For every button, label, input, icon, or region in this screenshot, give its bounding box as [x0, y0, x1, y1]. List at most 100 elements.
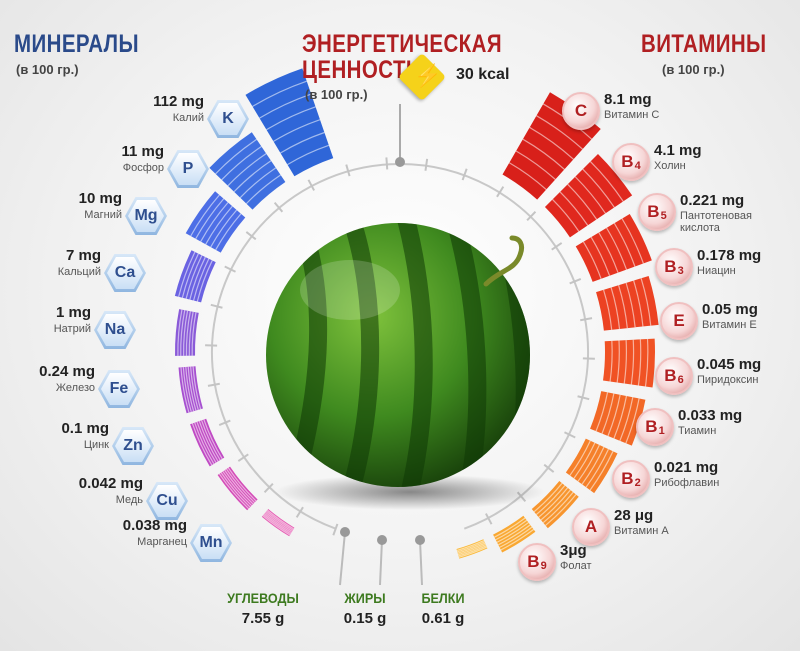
mineral-name: Железо [55, 382, 95, 394]
tick-mark [224, 265, 236, 273]
mineral-bar-segment [190, 418, 225, 467]
vitamin-name: Тиамин [678, 425, 717, 437]
vitamin-letter: B [647, 202, 660, 221]
vitamin-badge: E [660, 302, 698, 340]
vitamin-letter: B [664, 257, 677, 276]
vitamin-amount: 28 μg [614, 507, 654, 524]
energy-value: 30 kcal [456, 66, 510, 83]
vitamin-amount: 3μg [560, 542, 587, 559]
vitamin-letter: E [673, 311, 685, 330]
vitamin-subscript: 3 [677, 264, 684, 277]
mineral-name: Кальций [57, 266, 101, 278]
vitamin-subscript: 5 [660, 209, 667, 222]
tick-mark [461, 168, 468, 181]
tick-mark [263, 482, 274, 493]
mineral-symbol-badge: Ca [107, 257, 143, 289]
mineral-bar-segment [245, 68, 334, 177]
tick-mark [577, 395, 590, 401]
tick-mark [564, 431, 576, 439]
vitamin-badge: A [572, 508, 610, 546]
vitamin-bar-segment [531, 481, 579, 529]
mineral-amount: 11 mg [121, 143, 164, 160]
tick-mark [580, 317, 593, 322]
vitamin-letter: C [574, 101, 588, 120]
tick-mark [569, 278, 582, 285]
mineral-name: Фосфор [122, 162, 164, 174]
vitamins-title: ВИТАМИНЫ [641, 30, 767, 58]
tick-mark [496, 186, 505, 198]
tick-mark [332, 523, 339, 536]
vitamin-subscript: 6 [677, 373, 684, 386]
vitamin-subscript: 4 [634, 159, 641, 172]
mineral-symbol-badge: Na [97, 314, 133, 346]
vitamin-subscript: 1 [658, 424, 665, 437]
mineral-name: Калий [172, 112, 204, 124]
mineral-name: Цинк [83, 439, 109, 451]
energy-connector-dot [395, 157, 405, 167]
vitamin-amount: 0.045 mg [697, 356, 762, 373]
macro-carbs-value: 7.55 g [241, 610, 285, 627]
mineral-name: Медь [115, 494, 143, 506]
vitamin-bar-segment [565, 438, 618, 494]
tick-mark [526, 211, 537, 222]
vitamin-bar-segment [544, 154, 633, 238]
minerals-title: МИНЕРАЛЫ [14, 30, 139, 58]
vitamin-bar-segment [603, 338, 655, 388]
vitamin-amount: 0.178 mg [697, 247, 762, 264]
vitamin-name: Рибофлавин [654, 477, 720, 489]
vitamin-amount: 4.1 mg [654, 142, 702, 159]
vitamin-name: Пиридоксин [697, 374, 759, 386]
macro-fat-label: ЖИРЫ [344, 590, 386, 606]
lightning-icon: ⚡ [414, 63, 442, 88]
tick-mark [207, 382, 220, 387]
vitamin-name: Витамин С [604, 109, 660, 121]
tick-mark [543, 463, 555, 473]
macro-carbs-label: УГЛЕВОДЫ [227, 590, 299, 606]
vitamin-amount: 8.1 mg [604, 91, 652, 108]
tick-mark [485, 513, 493, 525]
mineral-amount: 1 mg [55, 304, 91, 321]
vitamin-name: Витамин А [614, 525, 669, 537]
mineral-bar-segment [185, 191, 246, 253]
vitamins-subtitle: (в 100 гр.) [662, 62, 725, 77]
vitamin-letter: B [664, 366, 677, 385]
mineral-name: Магний [84, 209, 122, 221]
minerals-bar-arc [174, 68, 334, 537]
vitamin-bar-segment [596, 275, 659, 331]
vitamin-amount: 0.033 mg [678, 407, 743, 424]
mineral-name: Марганец [137, 536, 187, 548]
vitamin-name: Витамин Е [702, 319, 757, 331]
watermelon-illustration [266, 223, 530, 487]
vitamin-letter: B [645, 417, 658, 436]
vitamin-amount: 0.021 mg [654, 459, 719, 476]
vitamin-name: Ниацин [697, 265, 736, 277]
tick-mark [385, 157, 389, 170]
mineral-amount: 0.1 mg [61, 420, 109, 437]
minerals-subtitle: (в 100 гр.) [16, 62, 79, 77]
tick-mark [295, 506, 304, 518]
mineral-symbol-badge: Cu [149, 485, 185, 517]
energy-title-line1: ЭНЕРГЕТИЧЕСКАЯ [302, 30, 502, 58]
mineral-name: Натрий [53, 323, 91, 335]
mineral-amount: 112 mg [153, 93, 204, 110]
macro-protein-label: БЕЛКИ [421, 590, 465, 606]
tick-mark [345, 164, 351, 177]
mineral-amount: 7 mg [65, 247, 101, 264]
vitamin-letter: B [621, 152, 634, 171]
vitamin-name: Пантотеновая кислота [680, 210, 752, 234]
mineral-symbol-badge: Fe [101, 373, 137, 405]
tick-mark [424, 158, 429, 171]
tick-mark [551, 242, 563, 251]
vitamin-subscript: 9 [540, 559, 547, 572]
tick-mark [237, 453, 249, 462]
tick-mark [245, 231, 257, 241]
vitamin-bar-segment [575, 213, 652, 282]
